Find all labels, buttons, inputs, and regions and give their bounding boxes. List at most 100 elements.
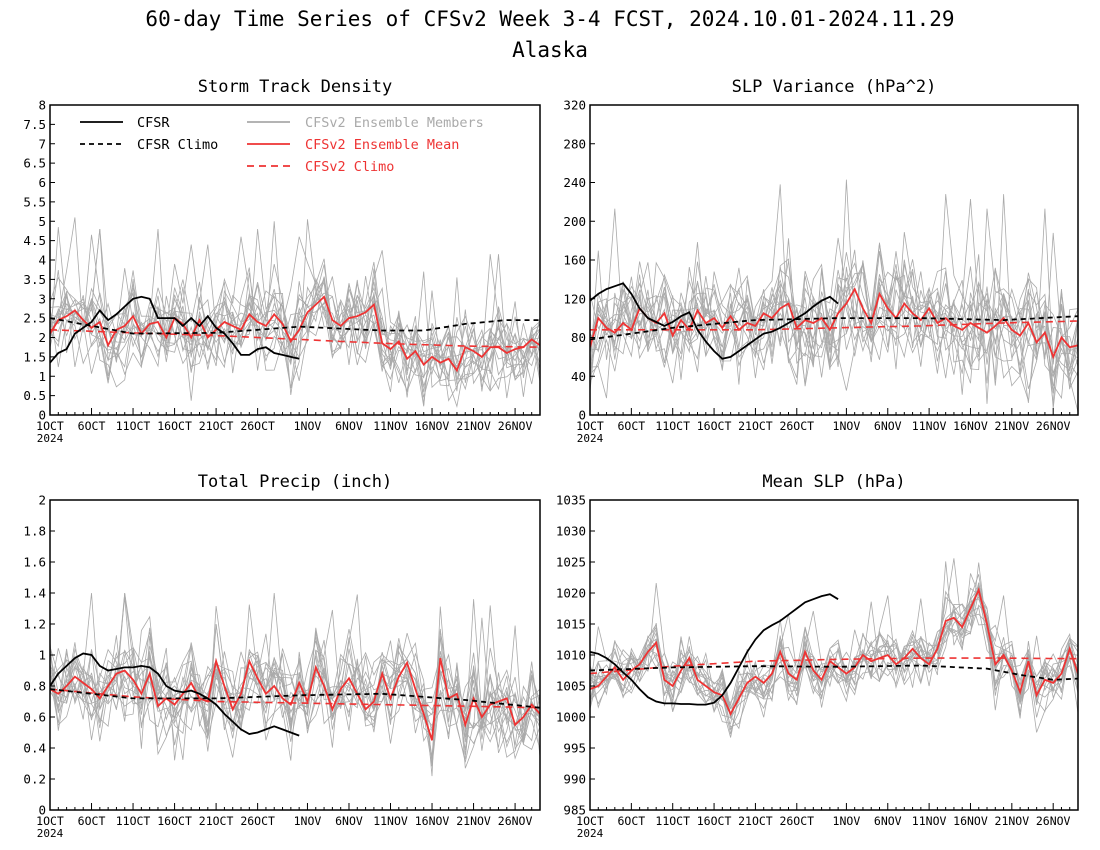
series-line-cfsr [50, 652, 300, 737]
panel-title: Mean SLP (hPa) [762, 472, 905, 492]
y-tick-label: 1020 [556, 586, 586, 601]
y-tick-label: 200 [563, 214, 586, 229]
y-tick-label: 0.8 [23, 679, 46, 694]
x-tick-label: 16OCT [157, 419, 192, 433]
ensemble-member-line [50, 592, 540, 769]
x-tick-label: 6OCT [618, 419, 646, 433]
panel-slp-variance: SLP Variance (hPa^2) 0 40 80 120 160 200 240 280… [563, 77, 1079, 445]
series-lines [590, 587, 1078, 716]
panel-mean-slp: Mean SLP (hPa) 985 990 995 1000 1005 1010 1015 1… [556, 472, 1079, 840]
x-year-label: 2024 [37, 827, 64, 840]
y-tick-label: 240 [563, 175, 586, 190]
series-line-cfsv2-ensemble-mean [590, 587, 1078, 716]
ensemble-member-line [50, 287, 540, 398]
x-tick-label: 21NOV [995, 814, 1030, 828]
x-tick-label: 16OCT [697, 814, 732, 828]
y-tick-label: 0.2 [23, 772, 46, 787]
y-tick-label: 0.4 [23, 741, 46, 756]
ensemble-member-line [590, 597, 1078, 718]
x-year-label: 2024 [577, 432, 604, 445]
y-tick-label: 5 [38, 214, 46, 229]
y-tick-label: 0.5 [23, 388, 46, 403]
y-tick-label: 1030 [556, 524, 586, 539]
y-tick-label: 40 [571, 369, 586, 384]
y-tick-label: 4 [38, 253, 46, 268]
y-tick-label: 0 [38, 803, 46, 818]
panel-total-precip: Total Precip (inch) 0 0.2 0.4 0.6 0.8 1 1.2 1.4 1… [23, 472, 541, 840]
panel-title: Total Precip (inch) [198, 472, 392, 492]
y-tick-label: 3.5 [23, 272, 46, 287]
ensemble-member-line [50, 234, 540, 391]
x-tick-label: 6OCT [78, 814, 106, 828]
ensemble-member-line [50, 217, 540, 391]
ensemble-member-line [590, 598, 1078, 733]
y-tick-label: 1025 [556, 555, 586, 570]
y-tick-label: 0 [578, 408, 586, 423]
plot-frame [49, 104, 541, 416]
x-tick-label: 21OCT [199, 419, 234, 433]
figure-title: 60-day Time Series of CFSv2 Week 3-4 FCS… [145, 7, 954, 31]
y-tick-label: 7 [38, 136, 46, 151]
series-lines [50, 652, 540, 741]
y-tick-label: 1035 [556, 493, 586, 508]
series-line-cfsv2-ensemble-mean [590, 287, 1078, 360]
series-line-cfsr-climo [590, 315, 1078, 341]
y-tick-label: 160 [563, 253, 586, 268]
series-line-cfsr-climo [50, 317, 540, 335]
y-tick-label: 1010 [556, 648, 586, 663]
series-lines [50, 295, 540, 373]
y-tick-label: 120 [563, 291, 586, 306]
x-tick-label: 11OCT [116, 814, 151, 828]
x-tick-label: 6NOV [874, 419, 902, 433]
y-tick-label: 1.2 [23, 617, 46, 632]
x-tick-label: 11NOV [912, 814, 947, 828]
ensemble-member-line [50, 615, 540, 745]
legend-label: CFSR [137, 115, 170, 131]
y-tick-label: 320 [563, 98, 586, 113]
series-line-cfsv2-climo [50, 329, 540, 348]
y-tick-label: 1 [38, 648, 46, 663]
ensemble-member-line [50, 592, 540, 752]
ensemble-member-line [50, 276, 540, 406]
series-line-cfsr [50, 295, 300, 364]
y-tick-label: 80 [571, 330, 586, 345]
x-tick-label: 16NOV [415, 814, 450, 828]
series-line-cfsr-climo [590, 664, 1078, 681]
x-tick-label: 16NOV [953, 419, 988, 433]
x-tick-label: 26NOV [1036, 814, 1071, 828]
plot-frame [589, 104, 1079, 416]
x-year-label: 2024 [37, 432, 64, 445]
y-tick-label: 990 [563, 772, 586, 787]
x-tick-label: 21OCT [199, 814, 234, 828]
y-tick-label: 3 [38, 291, 46, 306]
legend-label: CFSv2 Climo [305, 159, 394, 175]
y-tick-label: 985 [563, 803, 586, 818]
x-tick-label: 16NOV [953, 814, 988, 828]
y-tick-label: 5.5 [23, 194, 46, 209]
x-tick-label: 26NOV [1036, 419, 1071, 433]
legend-label: CFSR Climo [137, 137, 218, 153]
x-tick-label: 21NOV [456, 814, 491, 828]
x-tick-label: 11OCT [655, 814, 690, 828]
x-tick-label: 16OCT [157, 814, 192, 828]
x-tick-label: 26OCT [779, 419, 814, 433]
y-tick-label: 1000 [556, 710, 586, 725]
x-tick-label: 21NOV [995, 419, 1030, 433]
ensemble-member-line [590, 268, 1078, 368]
series-line-cfsr [590, 593, 839, 706]
series-line-cfsv2-ensemble-mean [50, 295, 540, 373]
series-line-cfsr-climo [50, 688, 540, 709]
x-tick-label: 1NOV [833, 419, 861, 433]
x-year-label: 2024 [577, 827, 604, 840]
ensemble-member-line [50, 272, 540, 399]
ensemble-member-line [50, 606, 540, 777]
x-tick-label: 6OCT [618, 814, 646, 828]
x-tick-label: 16OCT [697, 419, 732, 433]
x-tick-label: 26OCT [240, 419, 275, 433]
y-tick-label: 0.6 [23, 710, 46, 725]
x-tick-label: 11NOV [373, 814, 408, 828]
x-tick-label: 6NOV [335, 419, 363, 433]
y-tick-label: 6.5 [23, 156, 46, 171]
x-tick-label: 6NOV [874, 814, 902, 828]
